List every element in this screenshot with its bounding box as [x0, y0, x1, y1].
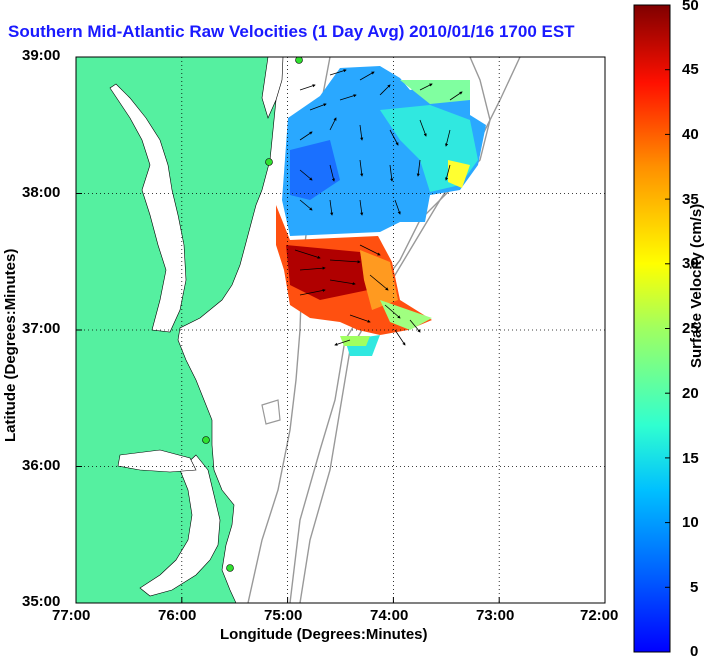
chesapeake-bay — [109, 83, 187, 333]
y-axis-label: Latitude (Degrees:Minutes) — [2, 248, 19, 442]
lat-tick-label: 39:00 — [22, 47, 61, 64]
lon-tick-label: 76:00 — [158, 607, 197, 624]
lat-tick-label: 37:00 — [22, 320, 61, 337]
lon-tick-label: 74:00 — [370, 607, 409, 624]
lon-tick-label: 75:00 — [264, 607, 303, 624]
colorbar-tick-label: 40 — [682, 126, 699, 143]
colorbar-tick-label: 30 — [682, 255, 699, 272]
colorbar-tick-label: 35 — [682, 191, 699, 208]
lat-tick-label: 36:00 — [22, 457, 61, 474]
lon-tick-label: 73:00 — [476, 607, 515, 624]
velocity-orange-area — [360, 250, 398, 310]
velocity-low-area — [290, 140, 340, 200]
velocity-green-south — [340, 336, 370, 346]
colorbar-tick-label: 0 — [690, 643, 699, 660]
colorbar-tick-label: 15 — [682, 450, 699, 467]
map-title: Southern Mid-Atlantic Raw Velocities (1 … — [8, 22, 575, 41]
colorbar-tick-label: 50 — [682, 0, 699, 14]
velocity-max-area — [286, 245, 368, 300]
lat-tick-label: 35:00 — [22, 593, 61, 610]
bathymetry-contour — [261, 399, 281, 425]
radar-sites — [202, 57, 303, 572]
colorbar-tick-label: 20 — [682, 385, 699, 402]
colorbar — [633, 4, 671, 653]
colorbar-tick-label: 45 — [682, 61, 699, 78]
lon-tick-label: 72:00 — [580, 607, 619, 624]
pamlico-sound — [139, 454, 221, 597]
colorbar-ticks — [665, 4, 670, 653]
grid-lines — [76, 57, 605, 603]
colorbar-label: Surface Velocity (cm/s) — [688, 203, 705, 368]
axis-ticks — [75, 56, 606, 604]
colorbar-tick-label: 5 — [690, 579, 699, 596]
lat-tick-label: 38:00 — [22, 184, 61, 201]
delaware-bay — [261, 57, 284, 119]
velocity-hotspot-yellow — [448, 160, 470, 188]
velocity-green-area — [380, 300, 432, 330]
lon-tick-label: 77:00 — [52, 607, 91, 624]
velocity-vectors — [294, 69, 463, 346]
x-axis-label: Longitude (Degrees:Minutes) — [220, 626, 428, 643]
colorbar-tick-label: 10 — [682, 514, 699, 531]
colorbar-tick-label: 25 — [682, 320, 699, 337]
